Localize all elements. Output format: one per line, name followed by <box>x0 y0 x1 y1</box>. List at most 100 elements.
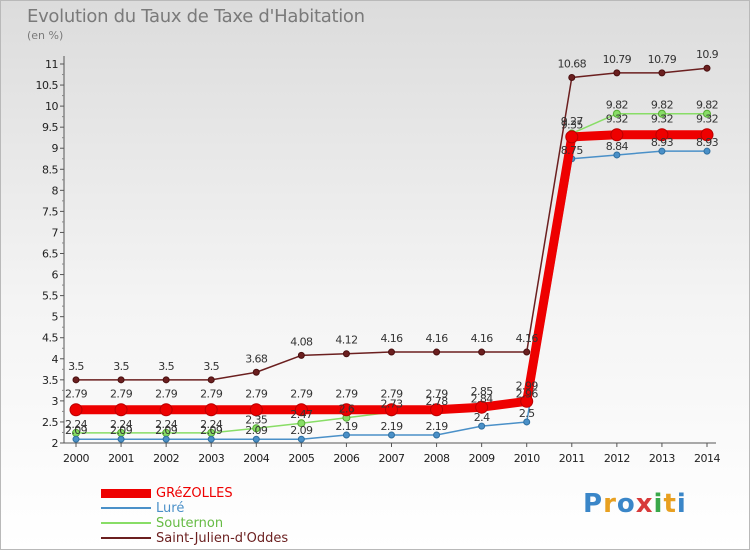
data-point <box>252 435 260 443</box>
data-label: 8.84 <box>606 140 629 153</box>
data-point <box>700 128 714 142</box>
x-tick-label: 2002 <box>153 452 179 465</box>
data-label: 2.09 <box>245 424 268 437</box>
data-point <box>433 348 441 356</box>
x-tick-label: 2014 <box>694 452 720 465</box>
x-tick-label: 2009 <box>469 452 495 465</box>
data-label: 2.79 <box>155 388 178 401</box>
x-tick-label: 2008 <box>424 452 450 465</box>
data-point <box>388 348 395 356</box>
data-label: 2.78 <box>426 395 449 408</box>
data-label: 9.32 <box>651 113 673 126</box>
data-point <box>610 128 624 142</box>
legend-swatch <box>101 488 151 498</box>
legend-label: Luré <box>156 501 185 516</box>
y-tick-label: 3.5 <box>42 374 58 387</box>
data-label: 8.93 <box>696 136 719 149</box>
data-label: 9.82 <box>606 99 628 112</box>
data-label: 8.93 <box>651 136 674 149</box>
data-label: 8.75 <box>561 144 584 157</box>
data-label: 2.47 <box>290 408 313 421</box>
data-point <box>613 151 621 159</box>
data-point <box>658 69 666 77</box>
data-point <box>388 431 395 439</box>
data-point <box>612 109 621 118</box>
x-tick-label: 2006 <box>333 452 359 465</box>
legend-label: Saint-Julien-d'Oddes <box>156 531 289 546</box>
data-label: 10.68 <box>558 57 587 70</box>
data-label: 9.27 <box>561 115 584 128</box>
data-label: 2.79 <box>200 388 223 401</box>
data-label: 4.16 <box>380 332 403 345</box>
data-point <box>249 403 263 417</box>
y-tick-label: 10.5 <box>36 79 59 92</box>
y-tick-label: 5.5 <box>42 290 58 303</box>
data-label: 2.09 <box>110 424 133 437</box>
y-tick-label: 2.5 <box>42 416 58 429</box>
logo-letter: r <box>603 489 617 519</box>
data-label: 2.73 <box>380 397 403 410</box>
data-point <box>655 128 669 142</box>
x-tick-label: 2000 <box>63 452 89 465</box>
series-line-2 <box>75 112 708 434</box>
legend-swatch <box>101 537 151 539</box>
chart-title: Evolution du Taux de Taxe d'Habitation <box>27 6 365 27</box>
data-label: 2.19 <box>380 420 403 433</box>
data-point <box>72 376 80 384</box>
data-point <box>204 403 218 417</box>
data-label: 2.4 <box>474 411 490 424</box>
y-tick-label: 11 <box>45 58 58 71</box>
data-label: 2.79 <box>65 388 88 401</box>
data-label: 2.24 <box>155 418 178 431</box>
data-label: 2.79 <box>290 388 313 401</box>
data-label: 4.16 <box>426 332 449 345</box>
data-point <box>523 348 531 356</box>
data-point <box>478 348 486 356</box>
legend-swatch <box>101 522 151 524</box>
data-label: 2.85 <box>471 385 494 398</box>
y-tick-label: 7 <box>52 226 59 239</box>
proxiti-logo: Proxiti <box>583 489 687 519</box>
logo-letter: i <box>676 489 687 519</box>
data-label: 10.9 <box>696 48 719 61</box>
data-point <box>430 403 444 417</box>
y-tick-label: 9.5 <box>42 121 58 134</box>
data-point <box>297 435 305 443</box>
data-label: 4.16 <box>471 332 494 345</box>
y-tick-label: 8.5 <box>42 163 58 176</box>
y-tick-label: 4.5 <box>42 332 58 345</box>
x-tick-label: 2004 <box>243 452 269 465</box>
data-label: 2.79 <box>335 388 358 401</box>
data-label: 10.79 <box>648 53 677 66</box>
y-tick-label: 7.5 <box>42 205 58 218</box>
data-label: 3.5 <box>68 360 84 373</box>
data-point <box>703 147 711 155</box>
data-point <box>613 69 621 77</box>
x-tick-label: 2005 <box>288 452 314 465</box>
data-label: 2.79 <box>380 388 403 401</box>
logo-letter: t <box>663 489 677 519</box>
data-point <box>475 400 489 414</box>
data-label: 2.84 <box>471 393 494 406</box>
data-label: 3.5 <box>113 360 129 373</box>
data-label: 2.5 <box>519 407 535 420</box>
data-point <box>162 376 170 384</box>
data-point <box>72 435 80 443</box>
data-label: 2.24 <box>200 418 223 431</box>
data-label: 2.09 <box>200 424 223 437</box>
data-point <box>565 130 579 144</box>
legend-label: Souternon <box>156 516 224 531</box>
data-point <box>69 403 83 417</box>
logo-letter: P <box>583 489 604 519</box>
x-tick-label: 2013 <box>649 452 675 465</box>
data-label: 2.96 <box>516 388 539 401</box>
data-label: 9.82 <box>696 99 718 112</box>
data-label: 9.32 <box>696 113 718 126</box>
data-point <box>568 73 576 81</box>
data-point <box>162 435 170 443</box>
y-tick-label: 5 <box>52 311 59 324</box>
y-tick-label: 4 <box>52 353 59 366</box>
data-point <box>433 431 441 439</box>
